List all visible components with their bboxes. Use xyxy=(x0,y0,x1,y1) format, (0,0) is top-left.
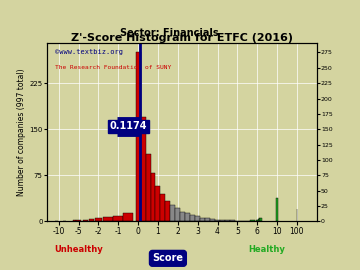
Bar xyxy=(190,215,195,221)
Bar xyxy=(89,219,94,221)
Text: Score: Score xyxy=(152,253,183,263)
Bar xyxy=(161,194,166,221)
Bar xyxy=(259,218,260,221)
Bar xyxy=(170,205,175,221)
Bar xyxy=(141,117,145,221)
Bar xyxy=(276,198,278,221)
Text: Unhealthy: Unhealthy xyxy=(54,245,103,254)
Bar xyxy=(73,220,76,221)
Bar xyxy=(210,219,215,221)
Bar xyxy=(215,220,220,221)
Bar xyxy=(258,219,259,221)
Bar xyxy=(113,216,123,221)
Bar xyxy=(166,201,170,221)
Bar xyxy=(195,217,200,221)
Text: 0.1174: 0.1174 xyxy=(110,121,147,131)
Bar xyxy=(103,217,113,221)
Bar xyxy=(185,213,190,221)
Bar xyxy=(180,212,185,221)
Text: ©www.textbiz.org: ©www.textbiz.org xyxy=(55,49,123,55)
Text: The Research Foundation of SUNY: The Research Foundation of SUNY xyxy=(55,65,171,70)
Bar xyxy=(205,218,210,221)
Bar xyxy=(250,220,255,221)
Bar xyxy=(220,220,225,221)
Bar xyxy=(225,220,230,221)
Y-axis label: Number of companies (997 total): Number of companies (997 total) xyxy=(18,69,27,196)
Bar xyxy=(175,208,180,221)
Bar xyxy=(82,220,88,221)
Text: Healthy: Healthy xyxy=(249,245,285,254)
Bar xyxy=(150,173,156,221)
Title: Z'-Score Histogram for ETFC (2016): Z'-Score Histogram for ETFC (2016) xyxy=(71,33,293,43)
Bar xyxy=(76,220,81,221)
Text: Sector: Financials: Sector: Financials xyxy=(120,28,219,38)
Bar xyxy=(95,218,102,221)
Bar xyxy=(123,213,133,221)
Bar xyxy=(145,154,150,221)
Bar xyxy=(156,186,161,221)
Bar xyxy=(260,218,262,221)
Bar xyxy=(256,220,259,221)
Bar xyxy=(230,220,235,221)
Bar xyxy=(136,52,141,221)
Bar xyxy=(200,218,205,221)
